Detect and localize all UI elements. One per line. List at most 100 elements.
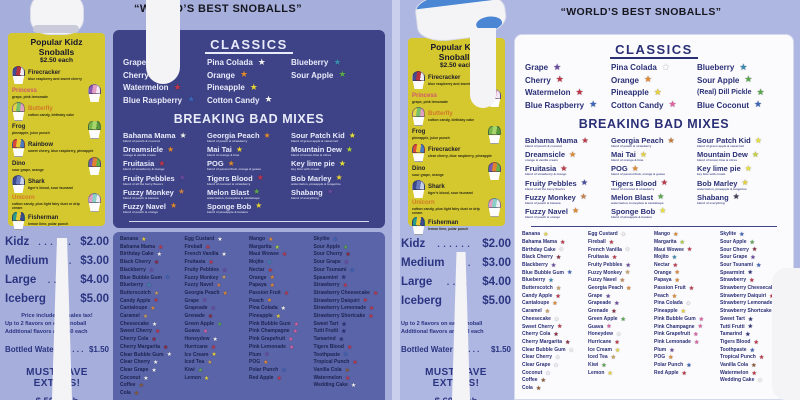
flavor-star-icon: ★ [679,238,685,246]
flavor-star-icon: ★ [156,251,163,259]
snoball-cup [488,135,501,144]
flavor-star-icon: ★ [169,201,178,211]
flavor-star-icon: ★ [227,158,235,168]
flavor-list-item-label: Toothpaste [313,351,341,358]
mix-item-description: blend of coconut & strawberry [207,181,251,186]
flavor-list-item-label: Passion Fruit [654,285,686,292]
flavor-star-icon: ★ [346,343,353,351]
flavor-list-item: Maui Wowee ★ [249,251,314,259]
kidz-menu-item: Dino sour grape, orange [12,156,101,176]
divider-line [531,226,777,228]
flavor-star-icon: ★ [605,292,611,300]
flavor-list-item: Cherry Cola ★ [522,331,588,339]
flavor-list-item: Cheesecake ★ [120,321,185,329]
flavor-list-item: Mojito ★ [654,254,720,262]
flavor-list-item: Sweet Cherry ★ [522,324,588,332]
mix-item-description: blend of pineapple & banana [207,209,248,214]
mix-menu-item: Dreamsicle ★ orange & vanilla cream [123,145,207,159]
flavor-star-icon: ★ [754,135,762,145]
snoball-cup [12,111,25,121]
flavor-list-item-label: Blueberry [120,282,144,289]
flavor-star-icon: ★ [288,335,294,343]
flavor-list-item: Maui Wowee ★ [654,247,720,255]
flavor-star-icon: ★ [751,369,757,377]
flavor-list-item-label: Strawberry Lemonade [720,300,773,307]
flavor-list-item: Watermelon ★ [314,375,379,383]
flavor-star-icon: ★ [681,369,687,377]
snoball-dome [488,125,501,136]
mix-item-description: blend of punch & coconut [123,139,160,143]
flavor-star-icon: ★ [555,75,564,86]
flavor-list-item-label: Lemon [588,369,605,376]
snoball-cup [412,189,425,199]
flavor-limit-note: Up to 2 flavors on each snoball [401,321,483,327]
flavor-star-icon: ★ [369,305,375,313]
flavor-star-icon: ★ [153,289,160,297]
snoball-cup-icon [12,175,25,194]
mix-item-row: Shabang ★ [697,193,783,202]
flavor-list-item-label: Fuzzy Monkey [588,269,622,276]
flavor-star-icon: ★ [610,354,617,362]
mix-item-name: Fuzzy Navel [525,206,568,216]
snoball-dome [88,120,101,131]
kidz-item-text: Rainbow sweet cherry, blue raspberry, pin… [28,142,101,153]
flavor-star-icon: ★ [344,366,350,374]
flavor-list-item-label: Pink Bubble Gum [654,315,696,322]
flavor-star-icon: ★ [208,258,214,266]
flavor-list-item: Polar Punch ★ [249,367,314,375]
flavor-star-icon: ★ [553,62,562,73]
kidz-item-name: Rainbow [28,142,53,149]
flavor-list-item: Sweet Tart ★ [720,316,786,324]
flavor-list-item-label: Georgia Peach [588,285,624,292]
kidz-item-name: Shark [28,178,45,185]
flavor-list-item-label: Sweet Cherry [120,328,152,335]
flavor-list-item-label: Wedding Cake [313,382,348,389]
flavor-list-item-label: French Vanilla [588,246,622,253]
flavor-list-item-label: Maui Wowee [249,251,279,258]
flavor-list-item: Cola ★ [120,390,185,398]
mix-item-name: Shabang [291,187,323,197]
kidz-panel-price: $2.50 each [40,57,73,64]
snoball-dome [412,180,425,190]
mix-item-name: Bob Marley [697,178,738,188]
flavor-list-item-label: Iced Tea [588,354,608,361]
flavor-star-icon: ★ [197,366,204,374]
sneaker-sole [414,0,504,10]
flavor-list-item: Hurricane ★ [588,339,654,347]
snoball-cup [12,75,25,85]
flavor-list-item-label: Cherry Cola [120,336,149,343]
classic-flavor-item: Blueberry ★ [291,57,375,70]
flavor-star-icon: ★ [222,289,228,297]
flavor-list-item: Clear Bubble Gum ★ [522,347,588,355]
extra-flavor-note: Additional flavors are $.50 each [401,329,484,335]
flavor-list-item-label: Hurricane [184,343,208,350]
flavor-star-icon: ★ [133,389,140,397]
flavor-star-icon: ★ [553,331,559,339]
flavor-list-item-label: Honeydew [588,331,614,338]
flavor-list-item: Blackberry ★ [120,267,185,275]
mannequin-leg-decoration [470,28,496,108]
flavor-list-item: Pink Grapefruit ★ [249,336,314,344]
flavor-star-icon: ★ [179,130,187,140]
flavor-star-icon: ★ [624,246,631,254]
kidz-item-list: Firecracker blue raspberry and sweet cher… [12,66,101,230]
mix-item-name: Sour Patch Kid [291,131,345,140]
mix-menu-item: POG ★ blend of passionfruit, orange & guav… [611,164,697,178]
size-label: Iceberg [401,295,442,307]
menu-title-right: “WORLD’S BEST SNOBALLS” [560,6,722,18]
flavor-star-icon: ★ [146,282,152,290]
flavor-list-item: Cherry Cola ★ [120,336,185,344]
snoball-cup [12,221,25,230]
mix-item-name: Dreamsicle [123,145,164,155]
flavor-star-icon: ★ [344,374,351,382]
flavor-list-item-label: Fuzzy Navel [588,277,617,284]
flavor-list-item: Margarita ★ [249,244,314,252]
flavor-star-icon: ★ [348,130,356,140]
snoball-cup-icon [488,198,501,217]
flavor-list-item-label: Clear Grape [120,366,149,373]
kidz-item-name: Unicorn [412,199,435,206]
flavor-list-item-label: Red Apple [249,374,274,381]
flavor-list-item: POG ★ [249,359,314,367]
mix-item-description: blend of pineapple & banana [611,214,652,219]
flavor-list-item: Tutti Frutti ★ [720,324,786,332]
